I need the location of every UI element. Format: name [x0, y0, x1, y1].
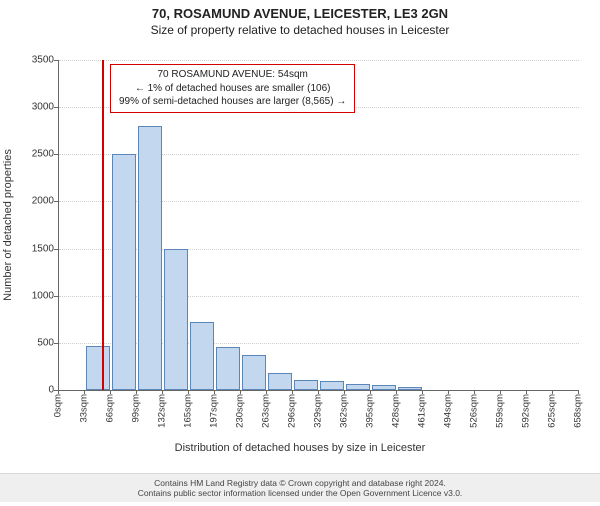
page-title: 70, ROSAMUND AVENUE, LEICESTER, LE3 2GN [0, 6, 600, 21]
x-tick-mark [448, 390, 449, 394]
annotation-line2: ← 1% of detached houses are smaller (106… [119, 82, 346, 96]
x-tick-label: 461sqm [417, 394, 428, 428]
x-tick-mark [396, 390, 397, 394]
histogram-bar [112, 154, 137, 390]
x-tick-label: 559sqm [495, 394, 506, 428]
x-tick-mark [344, 390, 345, 394]
x-tick-label: 33sqm [79, 394, 90, 423]
x-tick-label: 625sqm [547, 394, 558, 428]
histogram-bar [346, 384, 371, 390]
y-tick-label: 500 [10, 337, 54, 348]
footer: Contains HM Land Registry data © Crown c… [0, 473, 600, 502]
x-tick-mark [474, 390, 475, 394]
x-tick-mark [110, 390, 111, 394]
x-tick-label: 428sqm [391, 394, 402, 428]
x-tick-mark [292, 390, 293, 394]
y-tick-mark [54, 249, 58, 250]
x-tick-mark [266, 390, 267, 394]
x-tick-label: 494sqm [443, 394, 454, 428]
annotation-box: 70 ROSAMUND AVENUE: 54sqm ← 1% of detach… [110, 64, 355, 113]
histogram-bar [190, 322, 215, 390]
annotation-line3: 99% of semi-detached houses are larger (… [119, 95, 346, 109]
x-tick-mark [136, 390, 137, 394]
x-tick-label: 296sqm [287, 394, 298, 428]
x-tick-label: 526sqm [469, 394, 480, 428]
x-tick-mark [188, 390, 189, 394]
annotation-line1: 70 ROSAMUND AVENUE: 54sqm [119, 68, 346, 82]
x-tick-label: 329sqm [313, 394, 324, 428]
x-tick-mark [318, 390, 319, 394]
y-axis-label: Number of detached properties [2, 149, 14, 301]
property-marker-line [102, 60, 104, 390]
x-tick-mark [162, 390, 163, 394]
x-tick-label: 263sqm [261, 394, 272, 428]
x-tick-label: 395sqm [365, 394, 376, 428]
y-tick-label: 2000 [10, 196, 54, 207]
y-tick-label: 0 [10, 385, 54, 396]
histogram-bar [242, 355, 267, 390]
x-tick-mark [526, 390, 527, 394]
histogram-bar [216, 347, 241, 390]
x-tick-mark [84, 390, 85, 394]
y-tick-mark [54, 296, 58, 297]
x-tick-label: 592sqm [521, 394, 532, 428]
y-tick-mark [54, 107, 58, 108]
y-tick-label: 2500 [10, 149, 54, 160]
x-tick-mark [58, 390, 59, 394]
x-tick-label: 132sqm [157, 394, 168, 428]
y-tick-label: 3000 [10, 102, 54, 113]
chart-container: Number of detached properties 0 500 1000 15… [0, 50, 600, 450]
histogram-bar [86, 346, 111, 390]
y-tick-label: 1500 [10, 243, 54, 254]
x-tick-mark [552, 390, 553, 394]
x-tick-mark [214, 390, 215, 394]
x-tick-label: 99sqm [131, 394, 142, 423]
x-tick-label: 362sqm [339, 394, 350, 428]
x-tick-label: 197sqm [209, 394, 220, 428]
histogram-bar [398, 387, 423, 390]
x-tick-label: 658sqm [573, 394, 584, 428]
gridline [59, 60, 579, 61]
x-tick-mark [500, 390, 501, 394]
x-tick-mark [578, 390, 579, 394]
x-tick-mark [422, 390, 423, 394]
x-tick-label: 165sqm [183, 394, 194, 428]
histogram-bar [138, 126, 163, 390]
histogram-bar [294, 380, 319, 390]
y-tick-mark [54, 154, 58, 155]
x-tick-label: 66sqm [105, 394, 116, 423]
y-tick-mark [54, 343, 58, 344]
x-tick-mark [370, 390, 371, 394]
histogram-bar [372, 385, 397, 390]
x-tick-label: 230sqm [235, 394, 246, 428]
x-axis-label: Distribution of detached houses by size … [0, 442, 600, 454]
y-tick-label: 1000 [10, 290, 54, 301]
histogram-bar [320, 381, 345, 390]
x-tick-label: 0sqm [53, 394, 64, 417]
y-tick-mark [54, 201, 58, 202]
footer-line1: Contains HM Land Registry data © Crown c… [0, 478, 600, 489]
y-tick-mark [54, 60, 58, 61]
histogram-bar [164, 249, 189, 390]
footer-line2: Contains public sector information licen… [0, 488, 600, 499]
page-subtitle: Size of property relative to detached ho… [0, 23, 600, 37]
y-tick-label: 3500 [10, 55, 54, 66]
histogram-bar [268, 373, 293, 390]
x-tick-mark [240, 390, 241, 394]
